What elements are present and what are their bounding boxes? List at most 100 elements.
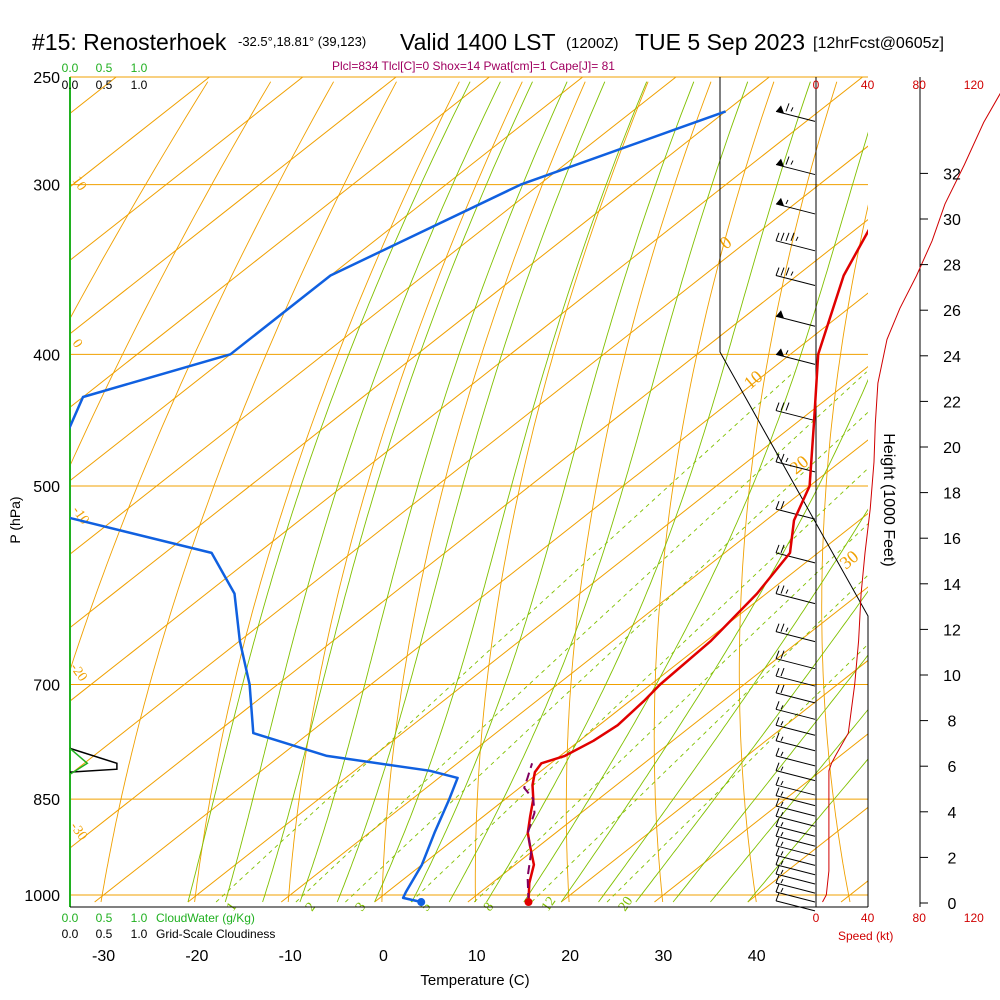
speed-bottom-tick-label: 40 xyxy=(861,911,875,925)
height-boundary-line xyxy=(719,77,869,907)
barb-half-flag xyxy=(780,791,784,796)
isotherm-line xyxy=(840,880,868,903)
dry-adiabat-label: 0 xyxy=(69,337,85,351)
moist-adiabat-line xyxy=(411,81,695,903)
height-tick-label: 14 xyxy=(943,577,961,594)
height-tick-label: 8 xyxy=(948,714,957,731)
barb-staff xyxy=(775,110,816,122)
dry-adiabat-line xyxy=(565,81,712,903)
barb-half-flag xyxy=(780,751,784,757)
wind-barb xyxy=(775,874,816,894)
wind-barb xyxy=(775,827,816,847)
mixing-ratio-label: 20 xyxy=(616,894,636,914)
cloudwater-bottom-tick-label: 0.0 xyxy=(62,911,79,925)
speed-bottom-tick-label: 120 xyxy=(964,911,984,925)
wind-barb xyxy=(775,585,816,605)
barb-half-flag xyxy=(785,350,789,355)
dry-adiabat-line xyxy=(821,204,868,903)
barb-staff xyxy=(775,203,816,215)
height-tick-label: 32 xyxy=(943,166,961,183)
isotherm-line xyxy=(560,659,868,903)
barb-flag xyxy=(780,402,785,411)
barb-half-flag xyxy=(780,887,784,893)
moist-adiabat-line xyxy=(336,81,606,903)
speed-profile xyxy=(822,92,1000,903)
barb-flag xyxy=(775,623,780,632)
barb-flag xyxy=(775,818,780,827)
moist-adiabat-line xyxy=(598,508,868,903)
pressure-tick-label: 850 xyxy=(33,792,60,809)
barb-staff xyxy=(775,755,816,767)
barb-half-flag xyxy=(785,627,789,632)
height-tick-label: 20 xyxy=(943,440,961,457)
temperature-tick-label: 20 xyxy=(561,948,579,965)
barb-flag xyxy=(775,865,780,875)
wind-barbs xyxy=(775,103,816,912)
wind-barb xyxy=(775,197,816,215)
barb-staff xyxy=(775,795,816,807)
barb-flag xyxy=(775,787,780,796)
dry-adiabat-line xyxy=(287,81,523,903)
moist-adiabat-line xyxy=(560,378,868,903)
isotherm-line xyxy=(70,77,397,335)
moist-adiabat-line xyxy=(635,590,868,903)
valid-date: TUE 5 Sep 2023 xyxy=(635,29,805,55)
wind-barb xyxy=(775,684,816,704)
dry-adiabat-line xyxy=(979,82,1000,902)
dry-adiabat-line xyxy=(70,81,272,467)
thermo-grid xyxy=(70,77,1000,903)
height-tick-label: 10 xyxy=(943,668,961,685)
temperature-tick-label: 0 xyxy=(379,948,388,965)
isotherm-line xyxy=(70,77,583,482)
barb-flag xyxy=(785,103,790,112)
barb-half-flag xyxy=(785,457,789,463)
mixing-ratio-line xyxy=(345,411,868,903)
wind-barb xyxy=(775,776,816,796)
barb-half-flag xyxy=(790,107,794,112)
surface-dewpoint-marker xyxy=(417,898,426,907)
barb-staff xyxy=(775,315,816,327)
wind-barb xyxy=(775,732,816,752)
cloudwater-top-tick-label: 0.5 xyxy=(96,61,113,75)
barb-half-flag xyxy=(790,271,794,276)
barb-flag xyxy=(785,402,790,411)
cloudiness-line xyxy=(69,747,118,773)
wind-barb xyxy=(775,787,816,807)
temperature-line xyxy=(526,228,868,903)
barb-half-flag xyxy=(780,811,784,817)
wind-barb xyxy=(775,701,816,720)
barb-flag xyxy=(775,808,780,817)
wind-barb xyxy=(775,667,816,687)
cloudiness-top-tick-label: 1.0 xyxy=(131,78,148,92)
moist-adiabat-line xyxy=(299,81,568,903)
dry-adiabat-line xyxy=(70,81,209,320)
parcel-line xyxy=(523,762,536,903)
wind-barb xyxy=(775,797,816,817)
barb-pennant xyxy=(776,310,784,319)
barb-half-flag xyxy=(780,822,784,827)
moist-adiabat-line xyxy=(486,81,811,903)
barb-flag xyxy=(780,585,785,594)
barb-pennant xyxy=(776,348,784,357)
height-tick-label: 12 xyxy=(943,622,961,639)
barb-flag xyxy=(775,883,780,893)
barb-half-flag xyxy=(795,236,799,242)
height-tick-label: 16 xyxy=(943,531,961,548)
dry-adiabat-line xyxy=(738,81,838,903)
station-coords: -32.5°,18.81° (39,123) xyxy=(238,34,366,49)
barb-flag xyxy=(780,453,785,463)
speed-top-tick-label: 80 xyxy=(913,78,927,92)
cloudiness-bottom-tick-label: 1.0 xyxy=(131,927,148,941)
barb-staff xyxy=(775,835,816,847)
barb-flag xyxy=(775,717,780,726)
moist-adiabat-line xyxy=(747,758,868,903)
barb-pennant xyxy=(776,158,784,167)
barb-half-flag xyxy=(790,160,794,165)
barb-staff xyxy=(775,882,816,894)
barb-flag xyxy=(775,684,780,694)
wind-barb xyxy=(775,856,816,876)
barb-staff xyxy=(775,675,816,687)
valid-time: Valid 1400 LST xyxy=(400,29,556,55)
